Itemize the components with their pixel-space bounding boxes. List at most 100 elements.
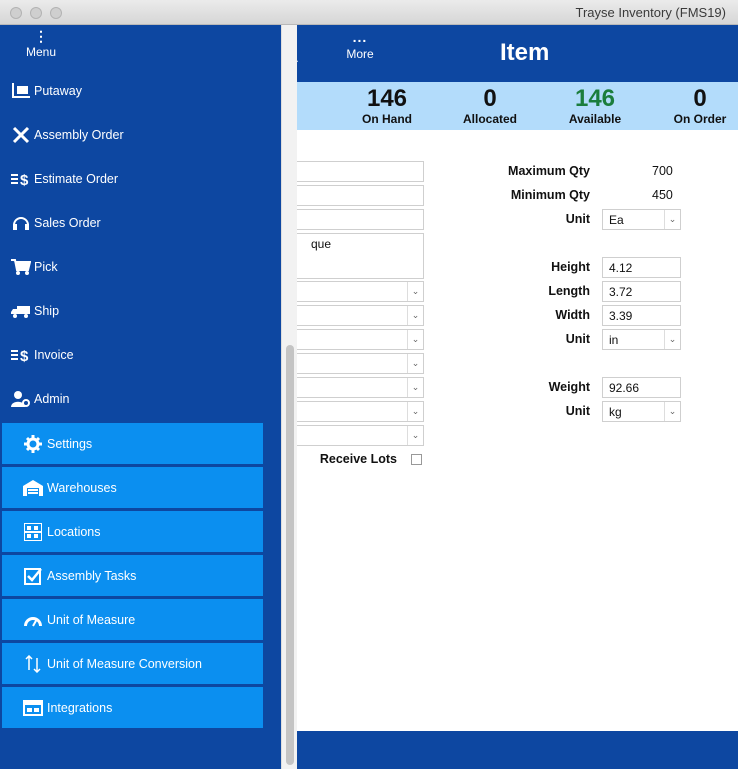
gauge-icon (22, 609, 44, 631)
dropdown-field-6[interactable]: ⌄ (280, 401, 424, 422)
dropdown-field-7[interactable]: ⌄ (280, 425, 424, 446)
arrows-updown-icon (22, 653, 44, 675)
stat-value: 0 (483, 85, 497, 112)
stat-label: Allocated (462, 112, 517, 126)
nav-item-estimate-order[interactable]: $ Estimate Order (0, 158, 263, 200)
weight-label: Weight (548, 380, 590, 394)
menu-label: Menu (25, 45, 57, 59)
more-dots-icon: ... (352, 29, 368, 45)
subitem-label: Integrations (47, 700, 113, 715)
subitem-label: Settings (47, 436, 93, 451)
admin-subitem-unit-of-measure[interactable]: Unit of Measure (2, 599, 263, 640)
warehouse-icon (22, 477, 44, 499)
window-titlebar: Trayse Inventory (FMS19) (0, 0, 738, 25)
drawer-scrollbar[interactable] (281, 25, 297, 769)
item-field-2[interactable] (280, 185, 424, 206)
navigation-drawer: ⋮ Menu Putaway Assembly Order $ Estimate… (0, 25, 281, 769)
dropdown-field-2[interactable]: ⌄ (280, 305, 424, 326)
stat-label: On Order (673, 112, 727, 126)
cart-icon (10, 256, 32, 278)
zoom-window-button[interactable] (50, 7, 62, 19)
stat-value: 0 (693, 85, 707, 112)
page-title: Item (500, 39, 550, 66)
admin-subitem-assembly-tasks[interactable]: Assembly Tasks (2, 555, 263, 596)
integration-window-icon (22, 697, 44, 719)
checkbox-icon (22, 565, 44, 587)
dropdown-field-3[interactable]: ⌄ (280, 329, 424, 350)
length-input[interactable]: 3.72 (602, 281, 681, 302)
admin-subitem-unit-of-measure-conversion[interactable]: Unit of Measure Conversion (2, 643, 263, 684)
dropdown-field-1[interactable]: ⌄ (280, 281, 424, 302)
svg-text:$: $ (20, 348, 29, 363)
nav-item-sales-order[interactable]: Sales Order (0, 202, 263, 244)
description-text: que (311, 237, 332, 251)
dimension-unit-value: in (609, 333, 619, 347)
nav-item-label: Estimate Order (34, 172, 119, 186)
admin-subitem-locations[interactable]: Locations (2, 511, 263, 552)
nav-item-putaway[interactable]: Putaway (0, 70, 263, 112)
minimum-qty-value[interactable]: 450 (652, 188, 673, 202)
height-label: Height (551, 260, 590, 274)
length-label: Length (548, 284, 590, 298)
subitem-label: Warehouses (47, 480, 117, 495)
nav-item-label: Invoice (34, 348, 74, 362)
item-field-3[interactable] (280, 209, 424, 230)
footer-bar (280, 731, 738, 769)
stat-available: 146 Available (545, 86, 645, 127)
receive-lots-checkbox[interactable] (411, 454, 422, 465)
nav-item-assembly-order[interactable]: Assembly Order (0, 114, 263, 156)
dimension-unit-label: Unit (565, 332, 590, 346)
maximum-qty-value[interactable]: 700 (652, 164, 673, 178)
item-field-1[interactable] (280, 161, 424, 182)
more-label: More (346, 47, 374, 61)
subitem-label: Locations (47, 524, 101, 539)
weight-unit-select[interactable]: kg ⌄ (602, 401, 681, 422)
unit-value: Ea (609, 213, 624, 227)
admin-subitem-integrations[interactable]: Integrations (2, 687, 263, 728)
nav-item-label: Admin (34, 392, 70, 406)
stat-on-order: 0 On Order (650, 85, 738, 127)
unit-label: Unit (565, 212, 590, 226)
nav-item-admin[interactable]: Admin (0, 378, 263, 420)
chevron-down-icon: ⌄ (664, 402, 680, 421)
stat-on-hand: 146 On Hand (337, 86, 437, 127)
description-textarea[interactable]: que (280, 233, 424, 279)
unit-select[interactable]: Ea ⌄ (602, 209, 681, 230)
maximum-qty-label: Maximum Qty (508, 164, 590, 178)
dimension-unit-select[interactable]: in ⌄ (602, 329, 681, 350)
stats-bar: 146 On Hand 0 Allocated 146 Available 0 … (280, 82, 738, 130)
menu-button[interactable]: ⋮ Menu (14, 29, 68, 59)
nav-item-label: Ship (34, 304, 60, 318)
nav-item-pick[interactable]: Pick (0, 246, 263, 288)
chevron-down-icon: ⌄ (407, 354, 423, 373)
minimum-qty-label: Minimum Qty (510, 188, 590, 202)
chevron-down-icon: ⌄ (407, 378, 423, 397)
minimize-window-button[interactable] (30, 7, 42, 19)
admin-subitem-settings[interactable]: Settings (2, 423, 263, 464)
weight-unit-label: Unit (565, 404, 590, 418)
subitem-label: Assembly Tasks (47, 568, 137, 583)
svg-text:$: $ (20, 172, 29, 187)
more-button[interactable]: ... More (340, 29, 380, 61)
chevron-down-icon: ⌄ (664, 330, 680, 349)
dropdown-field-4[interactable]: ⌄ (280, 353, 424, 374)
dropdown-field-5[interactable]: ⌄ (280, 377, 424, 398)
nav-item-ship[interactable]: Ship (0, 290, 263, 332)
nav-item-label: Putaway (34, 84, 82, 98)
height-input[interactable]: 4.12 (602, 257, 681, 278)
admin-subitem-warehouses[interactable]: Warehouses (2, 467, 263, 508)
tools-icon (10, 124, 32, 146)
close-window-button[interactable] (10, 7, 22, 19)
nav-item-invoice[interactable]: $ Invoice (0, 334, 263, 376)
stat-allocated: 0 Allocated (440, 85, 540, 127)
chevron-down-icon: ⌄ (407, 330, 423, 349)
truck-icon (10, 300, 32, 322)
invoice-dollar-icon: $ (10, 344, 32, 366)
width-input[interactable]: 3.39 (602, 305, 681, 326)
drawer-scrollbar-thumb[interactable] (286, 345, 294, 765)
chevron-down-icon: ⌄ (407, 306, 423, 325)
stat-label: On Hand (362, 112, 412, 126)
chevron-down-icon: ⌄ (407, 402, 423, 421)
weight-input[interactable]: 92.66 (602, 377, 681, 398)
chevron-down-icon: ⌄ (664, 210, 680, 229)
